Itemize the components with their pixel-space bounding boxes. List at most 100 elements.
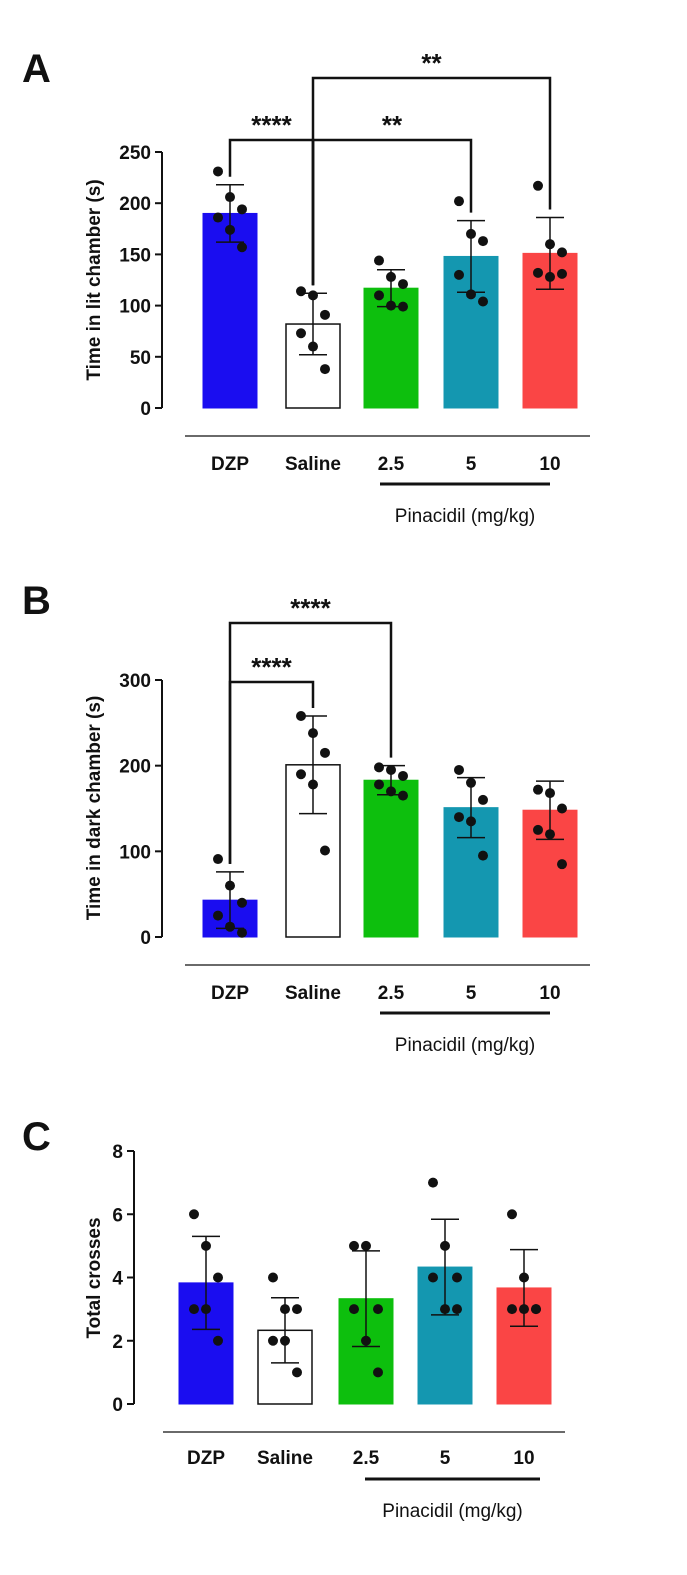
data-point	[428, 1272, 438, 1283]
data-point	[533, 180, 543, 191]
data-point	[201, 1304, 211, 1315]
data-point	[545, 788, 555, 799]
category-label: DZP	[211, 454, 249, 475]
data-point	[428, 1177, 438, 1188]
data-point	[545, 271, 555, 282]
category-label: 2.5	[378, 983, 405, 1004]
data-point	[454, 269, 464, 280]
data-point	[386, 764, 396, 775]
data-point	[373, 1304, 383, 1315]
data-point	[466, 816, 476, 827]
group-label: Pinacidil (mg/kg)	[395, 506, 535, 527]
data-point	[296, 328, 306, 339]
data-point	[320, 364, 330, 375]
y-tick-label: 200	[119, 757, 151, 778]
category-label: 2.5	[353, 1448, 380, 1469]
data-point	[201, 1240, 211, 1251]
significance-label: ****	[290, 593, 331, 623]
data-point	[308, 290, 318, 301]
data-point	[398, 770, 408, 781]
y-tick-label: 50	[130, 348, 151, 369]
category-label: Saline	[257, 1448, 313, 1469]
data-point	[308, 728, 318, 739]
data-point	[557, 803, 567, 814]
data-point	[533, 267, 543, 278]
data-point	[398, 790, 408, 801]
panel-B: B 0 100 200 300 Time in dark chamber (s) DZP Sa…	[22, 579, 590, 1056]
category-label: 10	[539, 983, 560, 1004]
data-point	[373, 1367, 383, 1378]
data-point	[398, 279, 408, 290]
category-label: 5	[466, 983, 477, 1004]
data-point	[292, 1304, 302, 1315]
data-point	[454, 812, 464, 823]
panel-label: B	[22, 579, 51, 623]
data-point	[507, 1209, 517, 1220]
data-point	[507, 1304, 517, 1315]
data-point	[531, 1304, 541, 1315]
group-label: Pinacidil (mg/kg)	[382, 1501, 522, 1522]
category-label: DZP	[211, 983, 249, 1004]
data-point	[440, 1240, 450, 1251]
y-tick-label: 0	[112, 1395, 123, 1416]
data-point	[519, 1272, 529, 1283]
data-point	[213, 1335, 223, 1346]
data-point	[213, 910, 223, 921]
category-label: 10	[513, 1448, 534, 1469]
data-point	[545, 239, 555, 250]
data-point	[374, 255, 384, 266]
data-point	[213, 1272, 223, 1283]
data-point	[398, 301, 408, 312]
data-point	[454, 764, 464, 775]
data-point	[189, 1209, 199, 1220]
data-point	[386, 271, 396, 282]
data-point	[533, 824, 543, 835]
data-point	[349, 1240, 359, 1251]
data-point	[478, 850, 488, 861]
data-point	[268, 1272, 278, 1283]
data-point	[454, 196, 464, 207]
data-point	[466, 777, 476, 788]
category-label: Saline	[285, 454, 341, 475]
y-tick-label: 0	[140, 928, 151, 949]
data-point	[533, 784, 543, 795]
data-point	[386, 300, 396, 311]
data-point	[213, 212, 223, 223]
data-point	[466, 228, 476, 239]
data-point	[349, 1304, 359, 1315]
panel-label: C	[22, 1115, 51, 1159]
bar-2_5	[363, 779, 419, 938]
data-point	[440, 1304, 450, 1315]
significance-bracket	[228, 621, 393, 864]
data-point	[237, 897, 247, 908]
y-tick-label: 250	[119, 143, 151, 164]
data-point	[237, 204, 247, 215]
category-label: 5	[466, 454, 477, 475]
data-point	[225, 192, 235, 203]
y-tick-label: 200	[119, 194, 151, 215]
data-point	[280, 1335, 290, 1346]
data-point	[280, 1304, 290, 1315]
data-point	[296, 769, 306, 780]
y-tick-label: 100	[119, 842, 151, 863]
data-point	[320, 747, 330, 758]
y-axis-label: Total crosses	[84, 1217, 105, 1338]
y-tick-label: 8	[112, 1142, 123, 1163]
data-point	[557, 247, 567, 258]
data-point	[237, 242, 247, 253]
y-axis-label: Time in lit chamber (s)	[84, 179, 105, 380]
data-point	[557, 859, 567, 870]
data-point	[268, 1335, 278, 1346]
data-point	[296, 286, 306, 297]
data-point	[374, 779, 384, 790]
data-point	[478, 794, 488, 805]
data-point	[545, 829, 555, 840]
significance-label: **	[421, 48, 442, 78]
data-point	[213, 854, 223, 865]
panel-C: C 0 2 4 6 8 Total crosses DZP Saline 2.5 5 10 Pinaci…	[22, 1115, 565, 1522]
panel-label: A	[22, 47, 51, 91]
y-tick-label: 300	[119, 671, 151, 692]
data-point	[320, 845, 330, 856]
data-point	[225, 880, 235, 891]
